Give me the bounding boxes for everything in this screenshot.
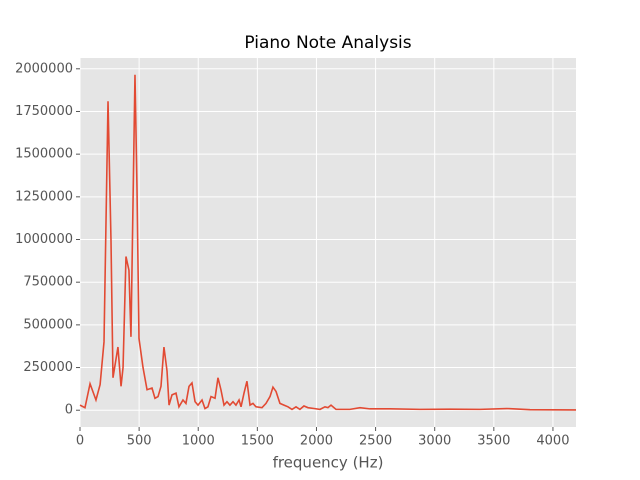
line: [79, 74, 577, 411]
y-tick-label: 0: [65, 403, 73, 418]
x-tick-label: 3000: [418, 434, 451, 449]
y-tick-label: 1250000: [15, 189, 73, 204]
x-axis-label: frequency (Hz): [273, 454, 384, 472]
y-tick-label: 2000000: [15, 61, 73, 76]
plot-area: [80, 58, 576, 427]
x-tick-label: 2000: [300, 434, 333, 449]
marks: [79, 74, 577, 411]
x-tick-label: 0: [76, 434, 84, 449]
y-tick-label: 1750000: [15, 104, 73, 119]
y-tick-label: 250000: [23, 360, 73, 375]
x-tick-label: 500: [127, 434, 152, 449]
y-tick-label: 500000: [23, 317, 73, 332]
y-tick-label: 750000: [23, 275, 73, 290]
x-tick-label: 1500: [241, 434, 274, 449]
x-tick-label: 1000: [182, 434, 215, 449]
y-tick-label: 1000000: [15, 232, 73, 247]
y-tick-label: 1500000: [15, 147, 73, 162]
chart-title: Piano Note Analysis: [244, 33, 411, 53]
x-tick-label: 2500: [359, 434, 392, 449]
x-tick-label: 4000: [536, 434, 569, 449]
x-tick-label: 3500: [477, 434, 510, 449]
